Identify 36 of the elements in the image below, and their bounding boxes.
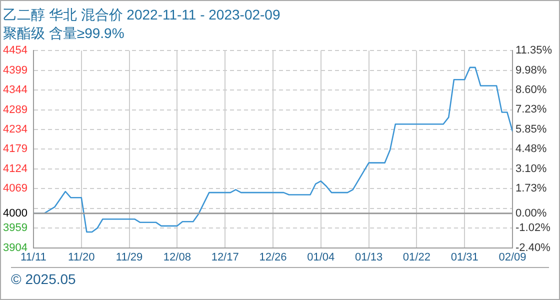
y-tick-label: 3959 — [3, 222, 28, 234]
y2-tick-label: 11.35% — [516, 44, 552, 57]
y-tick-label: 4179 — [3, 143, 28, 156]
y2-tick-label: 5.85% — [516, 124, 547, 136]
x-tick-label: 11/20 — [68, 251, 95, 264]
y2-tick-label: 1.73% — [516, 182, 547, 195]
x-tick-label: 01/04 — [307, 251, 335, 264]
x-tick-label: 12/17 — [211, 251, 239, 264]
y2-tick-label: 8.60% — [516, 84, 547, 96]
y-tick-label: 4289 — [3, 104, 28, 116]
y-tick-label: 4124 — [3, 162, 28, 175]
x-tick-label: 11/11 — [20, 251, 46, 264]
y-tick-label: 4000 — [3, 207, 28, 220]
x-tick-label: 12/08 — [163, 251, 191, 264]
text: © 2025.05 — [11, 271, 76, 287]
y2-tick-label: 4.48% — [516, 143, 547, 156]
y2-tick-label: 7.23% — [516, 104, 547, 116]
y2-tick-label: -2.40% — [516, 242, 551, 254]
x-tick-label: 11/29 — [116, 251, 143, 264]
x-tick-label: 12/26 — [259, 251, 287, 264]
y2-tick-label: 9.98% — [516, 64, 547, 76]
x-tick-label: 01/31 — [450, 251, 478, 264]
y2-tick-label: 3.10% — [516, 162, 547, 175]
y-tick-label: 4454 — [3, 44, 28, 57]
y-tick-label: 3904 — [3, 242, 28, 254]
y-tick-label: 4344 — [3, 84, 28, 96]
x-tick-label: 01/13 — [355, 251, 383, 264]
chart-subtitle: 聚酯级 含量≥99.9% — [3, 25, 124, 42]
x-tick-label: 02/09 — [498, 251, 526, 264]
chart-title: 乙二醇 华北 混合价 2022-11-11 - 2023-02-09 — [3, 6, 280, 22]
y2-tick-label: 0.00% — [516, 207, 547, 220]
y-tick-label: 4399 — [3, 64, 28, 76]
y-tick-label: 4069 — [3, 182, 28, 195]
x-tick-label: 01/22 — [402, 251, 430, 264]
y2-tick-label: -1.02% — [516, 222, 551, 234]
y-tick-label: 4234 — [3, 124, 28, 136]
